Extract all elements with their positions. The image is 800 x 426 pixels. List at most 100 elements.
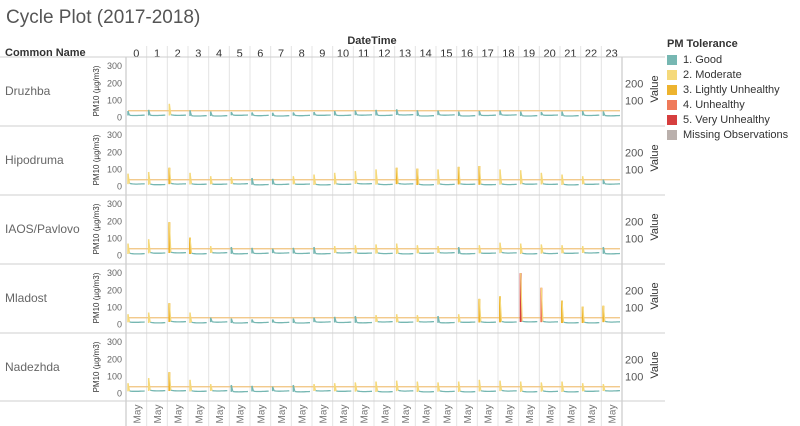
x-tick-label: May — [298, 405, 309, 424]
legend-label: 2. Moderate — [683, 68, 742, 81]
x-tick-label: May — [215, 405, 226, 424]
hour-cycle-line — [584, 321, 600, 324]
y2-axis-title: Value — [649, 351, 661, 378]
hour-cycle-line — [334, 110, 337, 116]
hour-cycle-line — [396, 243, 399, 254]
hour-header-23: 23 — [606, 48, 618, 60]
x-tick-label: May — [587, 405, 598, 424]
hour-cycle-line — [478, 110, 482, 116]
y-tick-label: 200 — [107, 78, 122, 88]
x-tick-label: May — [422, 405, 433, 424]
hour-header-19: 19 — [523, 48, 535, 60]
hour-cycle-line — [230, 318, 234, 323]
x-tick-label: May — [546, 405, 557, 424]
hour-cycle-line — [315, 183, 331, 186]
x-tick-label: May — [256, 405, 267, 424]
hour-cycle-line — [375, 244, 379, 253]
hour-cycle-line — [251, 319, 255, 323]
legend-label: 4. Unhealthy — [683, 98, 745, 111]
legend-item: 1. Good — [667, 52, 800, 67]
hour-cycle-line — [542, 252, 559, 255]
y-tick-label: 300 — [107, 268, 122, 278]
hour-cycle-line — [480, 321, 497, 324]
hour-header-9: 9 — [319, 48, 325, 60]
hour-cycle-line — [437, 315, 441, 323]
hour-cycle-line — [458, 166, 461, 184]
legend-item: 4. Unhealthy — [667, 97, 800, 112]
y-tick-label: 300 — [107, 337, 122, 347]
hour-cycle-line — [356, 390, 373, 393]
hour-cycle-line — [520, 273, 523, 322]
hour-cycle-line — [478, 245, 482, 254]
hour-cycle-line — [582, 110, 585, 116]
row-label-iaos-pavlovo: IAOS/Pavlovo — [5, 222, 80, 236]
hour-cycle-line — [150, 183, 166, 186]
y-tick-label: 0 — [117, 320, 122, 330]
hour-cycle-line — [148, 378, 151, 391]
hour-cycle-line — [602, 384, 606, 391]
hour-cycle-line — [189, 172, 193, 184]
y2-tick-label: 100 — [625, 302, 643, 314]
hour-cycle-line — [439, 183, 455, 186]
hour-cycle-line — [501, 183, 517, 186]
hour-header-15: 15 — [440, 48, 452, 60]
hour-cycle-line — [127, 173, 131, 184]
y2-tick-label: 200 — [625, 354, 643, 366]
hour-header-2: 2 — [175, 48, 181, 60]
hour-cycle-line — [501, 389, 517, 392]
hour-cycle-line — [230, 177, 234, 184]
hour-cycle-line — [602, 179, 606, 185]
hour-header-3: 3 — [195, 48, 201, 60]
hour-cycle-line — [540, 111, 544, 116]
hour-cycle-line — [561, 174, 565, 185]
hour-cycle-line — [251, 247, 255, 254]
y2-tick-label: 100 — [625, 371, 643, 383]
y-axis-title: PM10 (µg/m3) — [92, 65, 101, 116]
hour-header-12: 12 — [378, 48, 390, 60]
hour-cycle-line — [582, 246, 585, 253]
x-tick-label: May — [153, 405, 164, 424]
hour-cycle-line — [210, 246, 213, 253]
hour-cycle-line — [418, 390, 435, 393]
hour-cycle-line — [354, 315, 358, 323]
hour-cycle-line — [416, 245, 420, 254]
hour-cycle-line — [602, 111, 606, 116]
hour-cycle-line — [561, 381, 565, 392]
row-header: Common Name — [5, 47, 86, 59]
x-tick-label: May — [380, 405, 391, 424]
hour-cycle-line — [127, 110, 131, 116]
legend-label: 1. Good — [683, 53, 723, 66]
hour-cycle-line — [520, 243, 523, 254]
legend-swatch — [667, 129, 677, 140]
hour-cycle-line — [478, 298, 482, 322]
hour-header-22: 22 — [585, 48, 597, 60]
row-label-hipodruma: Hipodruma — [5, 153, 64, 167]
hour-cycle-line — [377, 390, 393, 393]
y-tick-label: 100 — [107, 95, 122, 105]
row-label-mladost: Mladost — [5, 291, 48, 305]
legend-swatch — [667, 114, 677, 125]
hour-cycle-line — [478, 379, 482, 391]
hour-header-11: 11 — [358, 48, 369, 60]
hour-cycle-line — [480, 183, 497, 186]
y-tick-label: 100 — [107, 302, 122, 312]
hour-cycle-line — [354, 382, 358, 391]
hour-cycle-line — [582, 306, 585, 323]
hour-header-18: 18 — [502, 48, 514, 60]
hour-cycle-line — [501, 251, 517, 254]
hour-cycle-line — [416, 168, 420, 185]
hour-cycle-line — [189, 312, 193, 323]
legend-item: Missing Observations — [667, 127, 800, 142]
legend-item: 5. Very Unhealthy — [667, 112, 800, 127]
hour-cycle-line — [398, 182, 414, 185]
hour-cycle-line — [148, 171, 151, 185]
hour-cycle-line — [460, 390, 476, 393]
hour-cycle-line — [272, 386, 275, 392]
legend-swatch — [667, 69, 677, 80]
hour-cycle-line — [210, 176, 213, 185]
hour-cycle-line — [460, 183, 476, 186]
hour-cycle-line — [439, 390, 455, 393]
hour-header-0: 0 — [133, 48, 139, 60]
y-tick-label: 300 — [107, 61, 122, 71]
hour-cycle-line — [313, 111, 317, 116]
